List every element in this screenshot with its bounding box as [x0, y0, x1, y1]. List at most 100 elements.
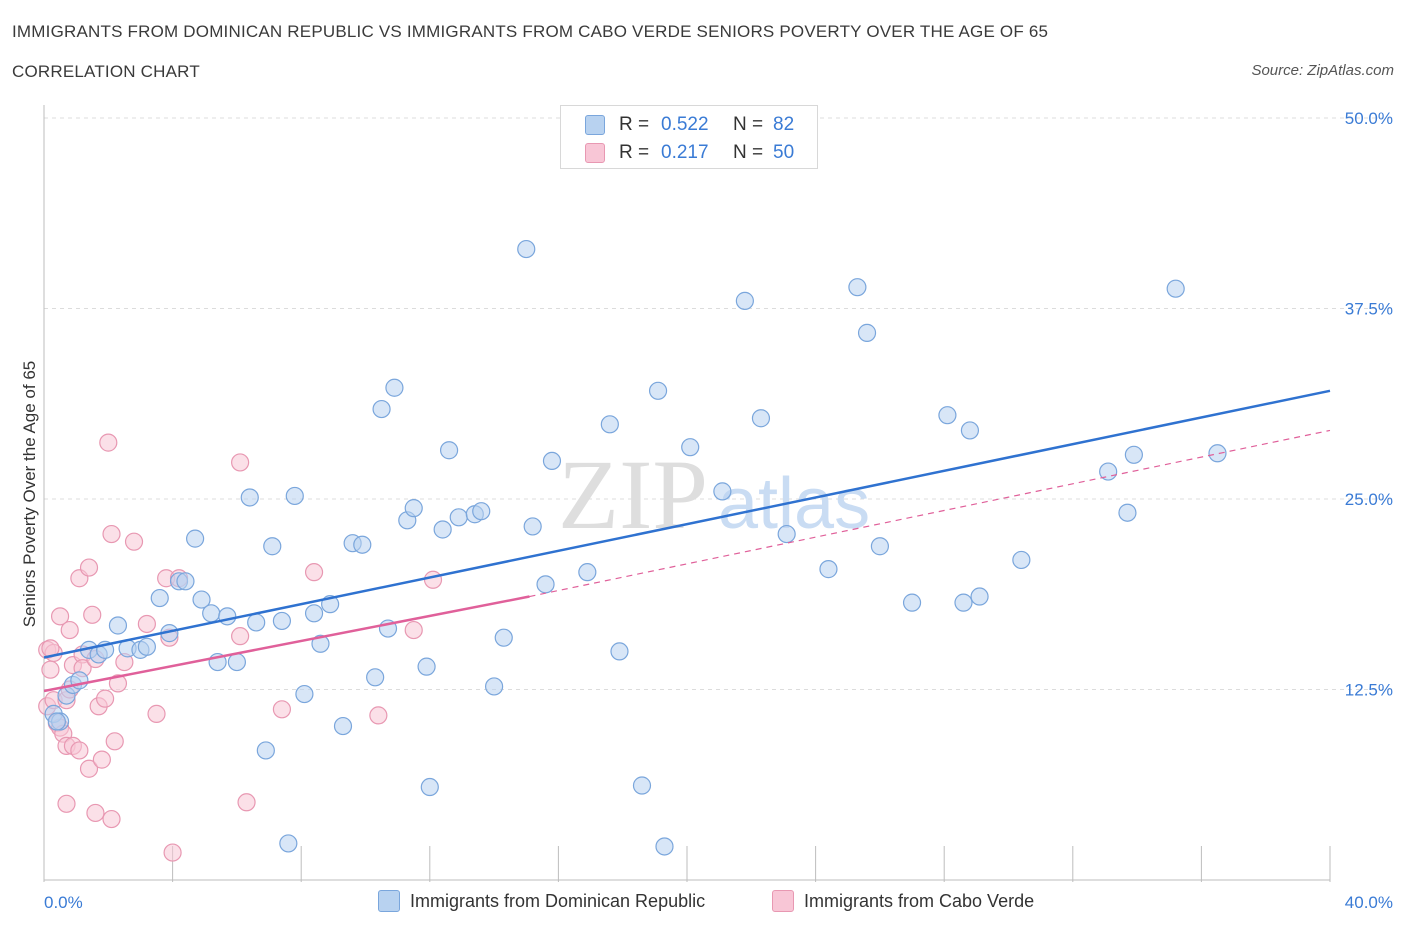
- chart-subtitle: CORRELATION CHART: [12, 62, 200, 81]
- dominican-point: [681, 438, 700, 457]
- legend-swatch-blue: [378, 890, 400, 912]
- cabo-verde-point: [79, 558, 99, 577]
- trend-lines: [43, 389, 1331, 693]
- trend-line-cabo-verde: [43, 595, 530, 693]
- dominican-point: [735, 291, 754, 310]
- dominican-point: [366, 668, 385, 687]
- dominican-point: [150, 588, 169, 608]
- legend-row-dominican: R = 0.522 N = 82: [585, 113, 794, 137]
- tick-labels: 12.5% 25.0% 37.5% 50.0% 0.0% 40.0%: [44, 109, 1393, 912]
- dominican-point: [304, 604, 324, 623]
- cabo-verde-point: [404, 620, 423, 640]
- y-axis-label: Seniors Poverty Over the Age of 65: [20, 361, 39, 627]
- x-tick-label: 0.0%: [44, 893, 83, 912]
- cabo-verde-point: [41, 660, 60, 679]
- legend-swatch-pink: [772, 890, 794, 912]
- grid-layer: [44, 117, 1395, 690]
- dominican-point: [186, 529, 205, 548]
- series-legend: Immigrants from Dominican Republic Immig…: [0, 890, 1406, 914]
- cabo-verde-point: [137, 614, 156, 634]
- watermark-zip: ZIP: [558, 439, 708, 550]
- dominican-point: [176, 572, 195, 591]
- dominican-point: [439, 441, 459, 460]
- y-tick-label: 25.0%: [1345, 490, 1393, 509]
- legend-r-label: R =: [619, 142, 650, 163]
- legend-r-value: 0.522: [661, 114, 709, 135]
- dominican-point: [256, 741, 275, 760]
- dominican-point: [610, 642, 629, 661]
- cabo-verde-point: [86, 803, 105, 823]
- dominican-point: [1118, 503, 1137, 522]
- legend-row-cabo-verde: R = 0.217 N = 50: [585, 141, 794, 165]
- cabo-verde-point: [108, 674, 128, 693]
- dominican-point: [1166, 279, 1185, 298]
- legend-item-dominican[interactable]: Immigrants from Dominican Republic: [378, 890, 705, 912]
- cabo-verde-point: [60, 620, 79, 640]
- cabo-verde-point: [369, 706, 388, 725]
- dominican-point: [218, 607, 237, 626]
- dominican-point: [47, 712, 66, 731]
- dominican-point: [247, 613, 266, 632]
- dominican-point: [420, 777, 439, 797]
- cabo-verde-point: [79, 759, 99, 778]
- dominican-point: [279, 834, 298, 853]
- legend-label-cabo-verde: Immigrants from Cabo Verde: [804, 890, 1035, 911]
- cabo-verde-point: [70, 741, 89, 760]
- dominican-point: [517, 239, 536, 259]
- legend-label-dominican: Immigrants from Dominican Republic: [410, 890, 706, 911]
- dominican-point: [1208, 444, 1227, 463]
- x-tick-label: 40.0%: [1345, 893, 1393, 912]
- dominican-point: [713, 482, 732, 501]
- cabo-verde-point: [423, 570, 443, 589]
- legend-r-value: 0.217: [661, 142, 709, 163]
- dominican-point: [494, 628, 513, 647]
- cabo-verde-point: [124, 532, 144, 551]
- dominican-point: [472, 502, 491, 521]
- dominican-point: [848, 278, 867, 297]
- y-tick-label: 12.5%: [1345, 681, 1393, 700]
- dominican-point: [192, 590, 211, 609]
- source-label: Source: ZipAtlas.com: [1251, 62, 1394, 79]
- dominican-point: [819, 560, 838, 579]
- dominican-point: [1012, 550, 1031, 570]
- dominican-point: [648, 381, 668, 400]
- chart-title: IMMIGRANTS FROM DOMINICAN REPUBLIC VS IM…: [12, 22, 1049, 41]
- dominican-point: [600, 415, 619, 434]
- legend-swatch-blue: [585, 115, 605, 135]
- dominican-point: [902, 593, 922, 612]
- cabo-verde-point: [231, 627, 250, 646]
- cabo-verde-point: [304, 563, 324, 582]
- cabo-verde-point: [272, 700, 292, 719]
- legend-n-label: N =: [733, 142, 764, 163]
- dominican-point: [777, 524, 796, 544]
- dominican-point: [523, 517, 542, 536]
- dominican-point: [954, 593, 973, 612]
- legend-n-label: N =: [733, 114, 764, 135]
- dominican-point: [870, 537, 890, 556]
- dominican-point: [227, 652, 246, 672]
- dominican-point: [857, 323, 877, 342]
- dominican-point: [295, 684, 314, 704]
- legend-item-cabo-verde[interactable]: Immigrants from Cabo Verde: [772, 890, 1034, 912]
- dominican-point: [385, 378, 404, 397]
- dominican-point: [202, 604, 221, 623]
- cabo-verde-point: [231, 453, 250, 472]
- dominican-point: [449, 508, 468, 527]
- cabo-verde-point: [163, 843, 182, 862]
- correlation-legend: R = 0.522 N = 82 R = 0.217 N = 50: [560, 105, 818, 169]
- cabo-verde-point: [57, 794, 76, 813]
- dominican-point: [433, 520, 452, 539]
- dominican-point: [404, 499, 423, 518]
- dominican-point: [655, 837, 674, 856]
- legend-r-label: R =: [619, 114, 650, 135]
- legend-n-value: 82: [773, 114, 795, 135]
- cabo-verde-point: [95, 689, 115, 708]
- trend-line-dominican: [43, 389, 1331, 659]
- trend-line-cabo-verde-extrapolated: [529, 429, 1331, 598]
- dominican-point: [542, 451, 562, 470]
- cabo-verde-point: [92, 750, 111, 769]
- dominican-point: [578, 563, 597, 582]
- dominican-point: [240, 488, 259, 507]
- dominican-point: [108, 616, 128, 635]
